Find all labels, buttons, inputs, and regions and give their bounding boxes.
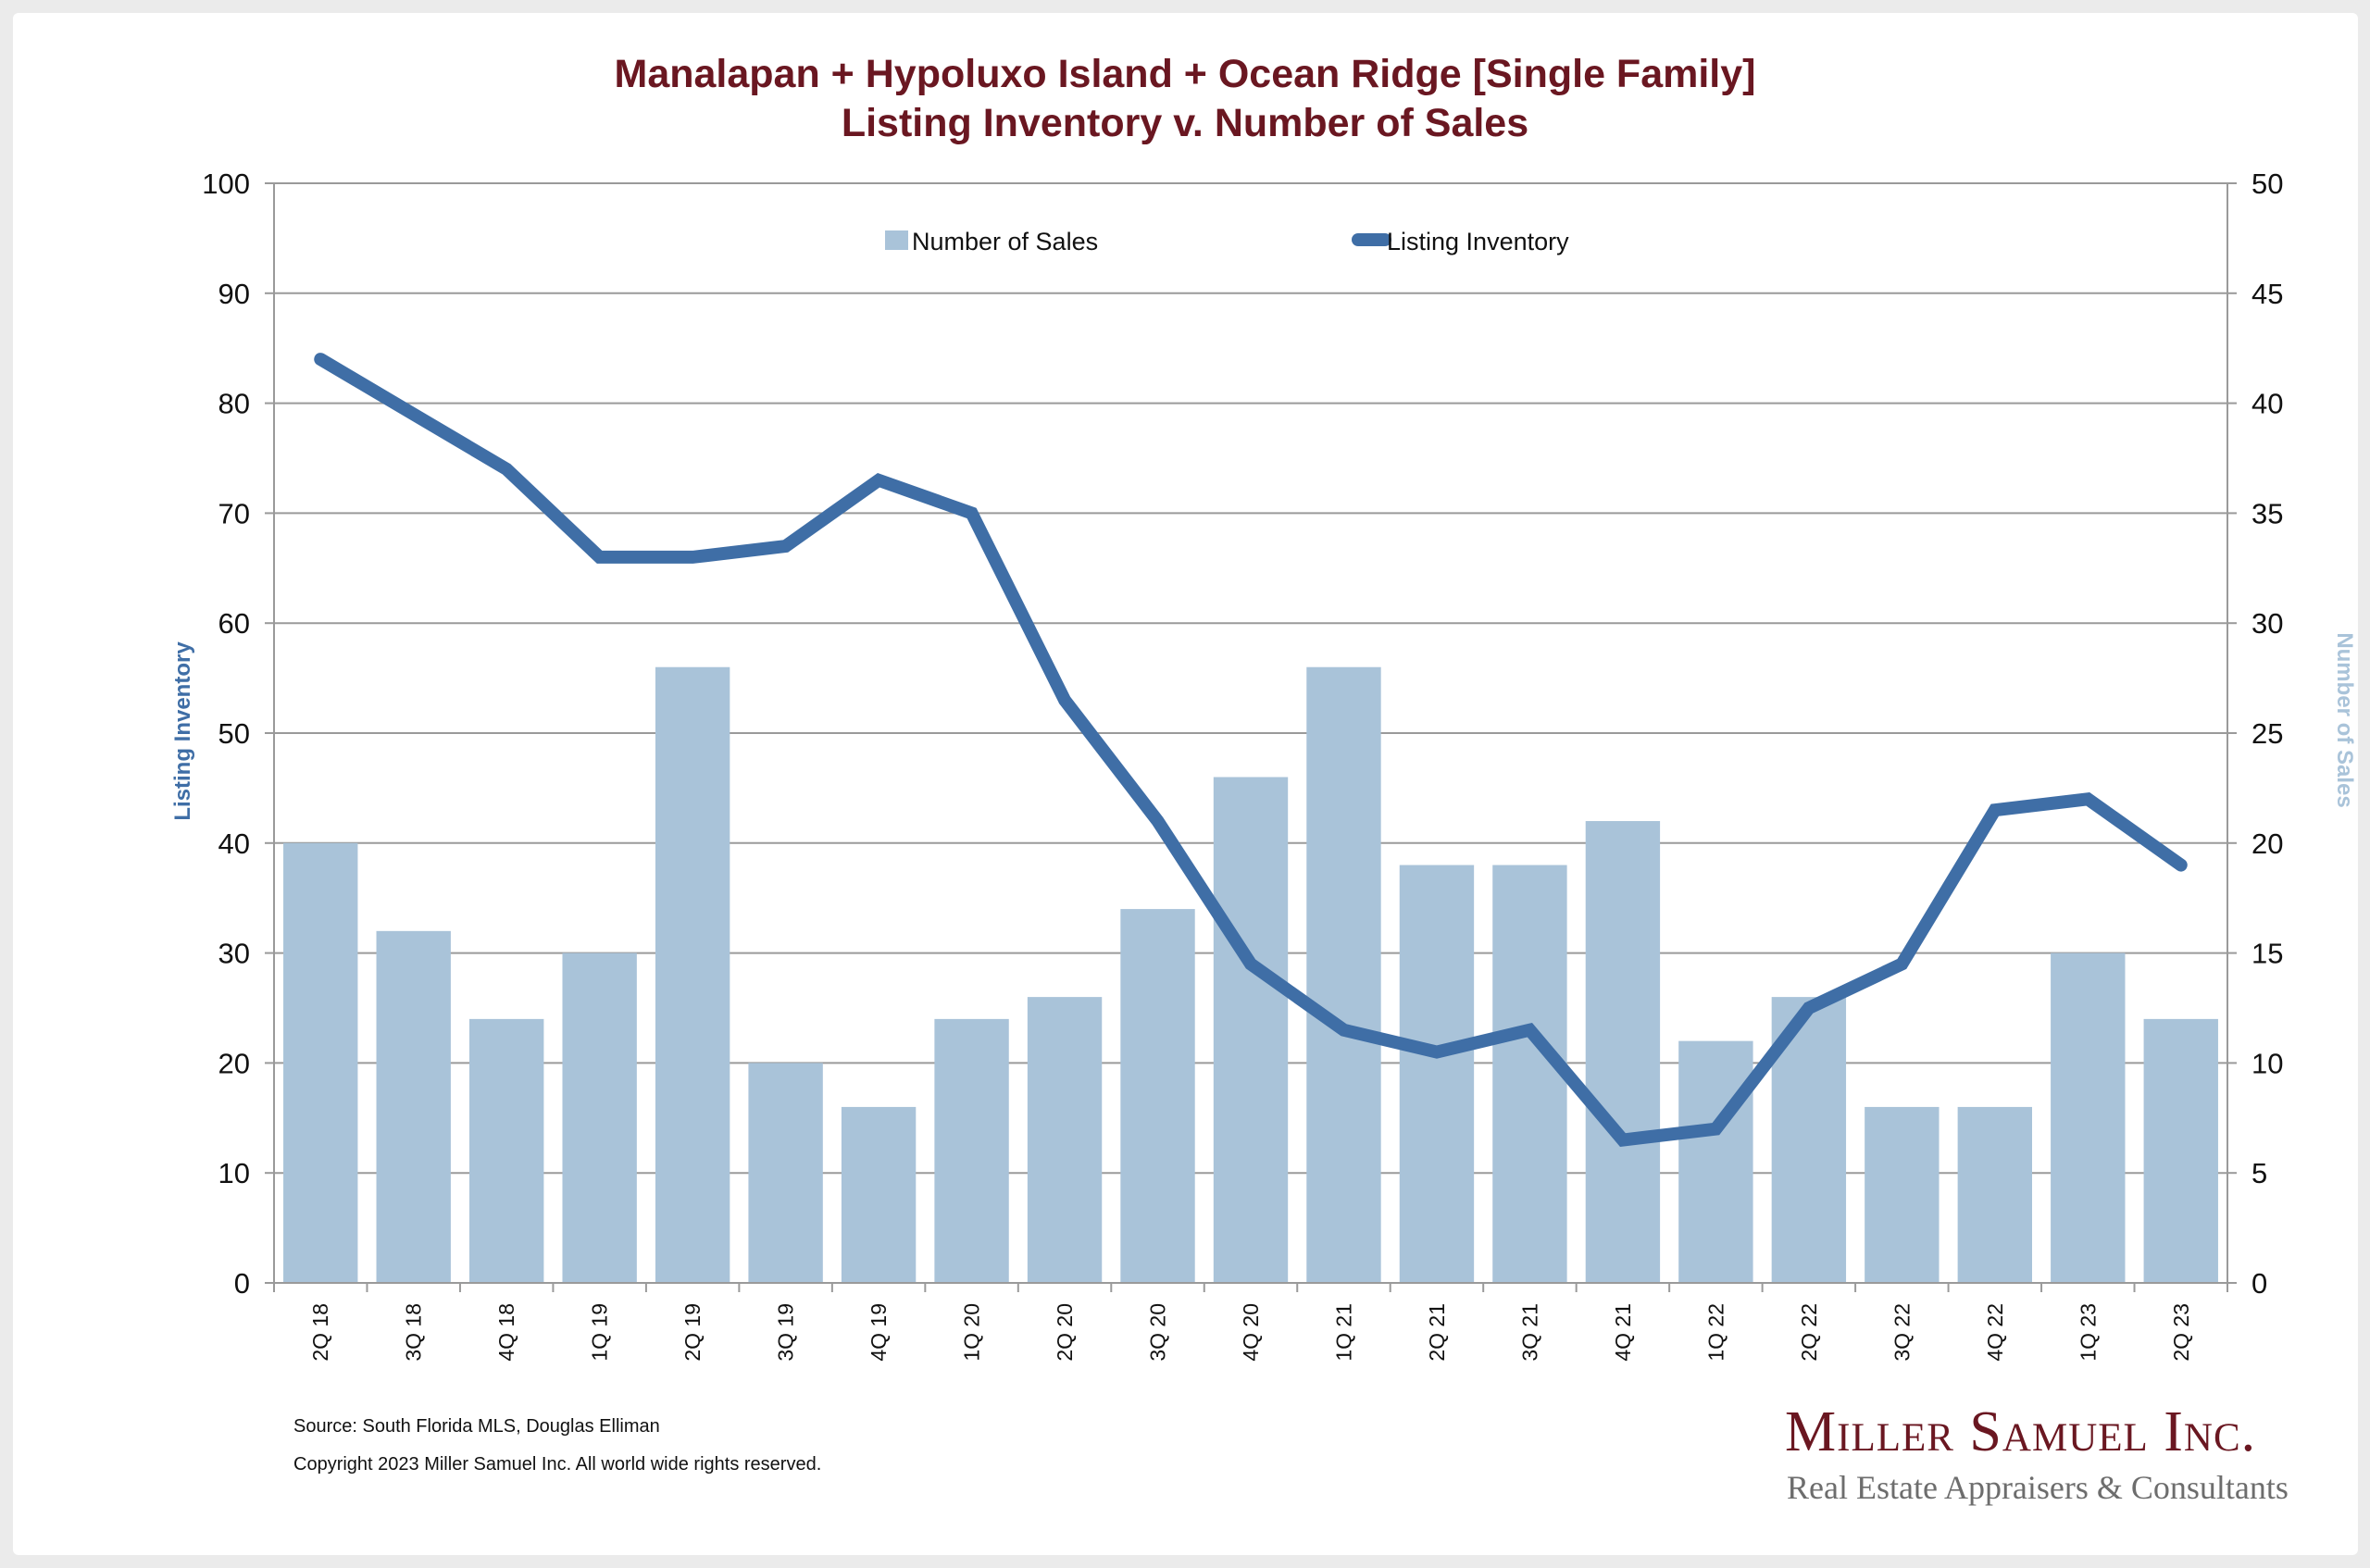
x-tick-label: 4Q 22	[1983, 1303, 2007, 1362]
bar-4q-19	[841, 1106, 917, 1283]
bar-1q-21	[1306, 666, 1381, 1283]
y-left-tick-label: 0	[234, 1267, 250, 1300]
y-right-tick-label: 15	[2252, 938, 2283, 970]
bar-1q-20	[934, 1018, 1009, 1283]
x-tick-label: 4Q 18	[494, 1303, 518, 1362]
y-right-tick-label: 30	[2252, 607, 2283, 640]
bar-2q-21	[1399, 865, 1475, 1283]
y-left-tick-label: 70	[218, 497, 250, 529]
y-right-tick-label: 0	[2252, 1267, 2267, 1300]
y-right-tick-label: 10	[2252, 1047, 2283, 1079]
chart-title: Manalapan + Hypoluxo Island + Ocean Ridg…	[614, 52, 1756, 96]
y-right-tick-label: 25	[2252, 717, 2283, 750]
line-listing-inventory	[314, 353, 2188, 1147]
bar-2q-23	[2143, 1018, 2218, 1283]
bar-3q-20	[1120, 909, 1195, 1283]
company-logo-name: Miller Samuel Inc.	[1785, 1400, 2257, 1463]
x-tick-label: 2Q 23	[2169, 1303, 2193, 1362]
y-left-tick-label: 60	[218, 607, 250, 640]
bar-2q-18	[283, 842, 358, 1283]
company-logo-tagline: Real Estate Appraisers & Consultants	[1787, 1469, 2289, 1506]
y-axis-left-title: Listing Inventory	[170, 641, 195, 821]
bar-3q-21	[1492, 865, 1567, 1283]
legend-swatch-number-of-sales	[885, 230, 908, 250]
y-left-tick-label: 40	[218, 828, 250, 860]
x-tick-label: 4Q 21	[1611, 1303, 1635, 1362]
y-left-tick-label: 30	[218, 938, 250, 970]
y-right-tick-label: 50	[2252, 168, 2283, 200]
legend: Number of Sales Listing Inventory	[885, 228, 1569, 255]
x-tick-label: 2Q 20	[1053, 1303, 1077, 1362]
bar-2q-19	[655, 666, 730, 1283]
bar-2q-20	[1027, 997, 1103, 1283]
y-left-tick-label: 20	[218, 1047, 250, 1079]
bars-number-of-sales	[283, 666, 2218, 1283]
bar-1q-23	[2051, 952, 2126, 1283]
x-tick-label: 4Q 20	[1239, 1303, 1263, 1362]
y-left-tick-label: 50	[218, 717, 250, 750]
y-left-tick-label: 10	[218, 1157, 250, 1189]
x-tick-label: 1Q 22	[1703, 1303, 1728, 1362]
y-right-tick-label: 35	[2252, 497, 2283, 529]
x-tick-label: 4Q 19	[867, 1303, 891, 1362]
x-tick-label: 2Q 19	[680, 1303, 705, 1362]
y-left-tick-label: 90	[218, 278, 250, 310]
x-tick-label: 2Q 22	[1797, 1303, 1821, 1362]
y-axis-right-ticks: 0 5 10 15 20 25 30 35 40 45 50	[2227, 168, 2283, 1300]
bar-3q-19	[748, 1063, 823, 1283]
y-axis-right-title: Number of Sales	[2332, 632, 2357, 807]
x-tick-label: 1Q 19	[588, 1303, 612, 1362]
y-right-tick-label: 20	[2252, 828, 2283, 860]
x-tick-label: 1Q 20	[960, 1303, 984, 1362]
x-tick-label: 2Q 21	[1425, 1303, 1449, 1362]
y-left-tick-label: 100	[202, 168, 250, 200]
x-tick-label: 3Q 21	[1517, 1303, 1541, 1362]
legend-label-listing-inventory: Listing Inventory	[1387, 228, 1569, 255]
y-axis-left-ticks: 0 10 20 30 40 50 60 70 80 90 100	[202, 168, 274, 1300]
chart-subtitle: Listing Inventory v. Number of Sales	[841, 101, 1529, 145]
x-tick-label: 3Q 18	[402, 1303, 426, 1362]
x-tick-label: 3Q 19	[774, 1303, 798, 1362]
bar-4q-18	[469, 1018, 544, 1283]
x-tick-label: 3Q 22	[1890, 1303, 1914, 1362]
copyright-note: Copyright 2023 Miller Samuel Inc. All wo…	[293, 1454, 822, 1475]
x-axis-ticks: 2Q 18 3Q 18 4Q 18 1Q 19 2Q 19 3Q 19 4Q 19 1Q 20…	[273, 1283, 2228, 1362]
y-right-tick-label: 45	[2252, 278, 2283, 310]
x-tick-label: 1Q 21	[1331, 1303, 1355, 1362]
legend-label-number-of-sales: Number of Sales	[912, 228, 1098, 255]
y-right-tick-label: 5	[2252, 1157, 2267, 1189]
x-tick-label: 3Q 20	[1146, 1303, 1170, 1362]
bar-3q-18	[376, 930, 451, 1283]
source-note: Source: South Florida MLS, Douglas Ellim…	[293, 1416, 660, 1437]
x-tick-label: 2Q 18	[308, 1303, 332, 1362]
bar-4q-21	[1585, 821, 1661, 1283]
x-tick-label: 1Q 23	[2076, 1303, 2100, 1362]
bar-4q-20	[1213, 777, 1289, 1283]
bar-1q-22	[1678, 1040, 1753, 1283]
bar-1q-19	[562, 952, 637, 1283]
bar-3q-22	[1865, 1106, 1940, 1283]
y-left-tick-label: 80	[218, 388, 250, 420]
y-right-tick-label: 40	[2252, 388, 2283, 420]
chart-card	[13, 13, 2358, 1555]
bar-4q-22	[1957, 1106, 2032, 1283]
